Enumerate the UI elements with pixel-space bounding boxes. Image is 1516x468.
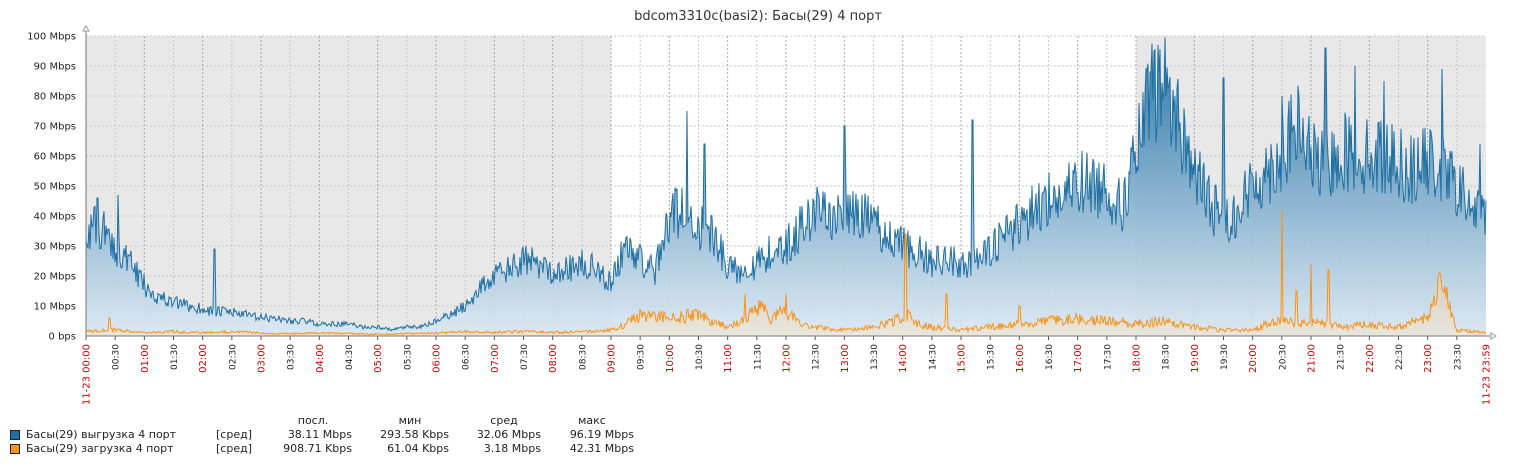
- legend-swatch: [10, 430, 20, 440]
- x-tick-label: 05:30: [403, 344, 413, 370]
- y-tick-label: 50 Mbps: [34, 182, 76, 193]
- x-tick-label: 13:30: [870, 344, 880, 370]
- x-tick-label: 08:30: [578, 344, 588, 370]
- legend-value: 38.11 Mbps: [287, 428, 352, 441]
- x-tick-label: 11:00: [723, 344, 734, 373]
- x-tick-label: 09:30: [637, 344, 647, 370]
- legend-value: 293.58 Kbps: [380, 428, 449, 441]
- x-tick-label: 22:30: [1395, 344, 1405, 370]
- x-tick-label: 02:30: [228, 344, 238, 370]
- x-tick-label: 10:00: [665, 344, 676, 373]
- x-tick-label: 00:30: [112, 344, 122, 370]
- legend-value: 908.71 Kbps: [283, 442, 352, 455]
- legend-series-name: Басы(29) выгрузка 4 порт: [26, 428, 177, 441]
- x-end-label: 11-23 23:59: [1482, 344, 1493, 405]
- legend-value: 61.04 Kbps: [387, 442, 449, 455]
- x-tick-label: 14:00: [898, 344, 909, 373]
- y-tick-label: 90 Mbps: [34, 62, 76, 73]
- x-tick-label: 09:00: [607, 344, 618, 373]
- legend-header-row: посл. мин сред макс: [10, 414, 710, 428]
- x-tick-label: 16:00: [1015, 344, 1026, 373]
- y-tick-label: 100 Mbps: [27, 32, 76, 43]
- x-tick-label: 23:00: [1423, 344, 1434, 373]
- legend-func: [сред]: [216, 442, 252, 455]
- x-tick-label: 23:30: [1453, 344, 1463, 370]
- series-area-1: [86, 210, 1486, 336]
- y-tick-label: 0 bps: [49, 332, 76, 343]
- x-tick-label: 12:30: [812, 344, 822, 370]
- y-tick-label: 20 Mbps: [34, 272, 76, 283]
- x-tick-label: 05:00: [373, 344, 384, 373]
- legend-value: 96.19 Mbps: [569, 428, 634, 441]
- legend-header-1: мин: [398, 414, 422, 427]
- x-tick-label: 07:30: [520, 344, 530, 370]
- legend-header-2: сред: [490, 414, 518, 427]
- legend-header-0: посл.: [297, 414, 329, 427]
- legend-series-name: Басы(29) загрузка 4 порт: [26, 442, 174, 455]
- x-tick-label: 17:30: [1103, 344, 1113, 370]
- x-tick-label: 21:30: [1337, 344, 1347, 370]
- x-tick-label: 18:00: [1132, 344, 1143, 373]
- x-tick-label: 19:00: [1190, 344, 1201, 373]
- legend-header-3: макс: [578, 414, 606, 427]
- legend-value: 32.06 Mbps: [476, 428, 541, 441]
- series-line-1: [86, 209, 1487, 336]
- legend-swatch: [10, 444, 20, 454]
- y-tick-label: 60 Mbps: [34, 152, 76, 163]
- x-tick-label: 15:00: [957, 344, 968, 373]
- x-tick-label: 06:30: [462, 344, 472, 370]
- x-tick-label: 11:30: [753, 344, 763, 370]
- series-line-0: [85, 37, 1487, 332]
- x-tick-label: 10:30: [695, 344, 705, 370]
- y-tick-label: 10 Mbps: [34, 302, 76, 313]
- legend-func: [сред]: [216, 428, 252, 441]
- x-tick-label: 15:30: [987, 344, 997, 370]
- legend-value: 42.31 Mbps: [569, 442, 634, 455]
- x-tick-label: 12:00: [782, 344, 793, 373]
- x-axis-arrow-icon: [1490, 332, 1497, 340]
- x-tick-label: 13:00: [840, 344, 851, 373]
- y-tick-label: 30 Mbps: [34, 242, 76, 253]
- y-tick-label: 80 Mbps: [34, 92, 76, 103]
- x-tick-label: 08:00: [548, 344, 559, 373]
- x-tick-label: 19:30: [1220, 344, 1230, 370]
- x-tick-label: 16:30: [1045, 344, 1055, 370]
- x-tick-label: 06:00: [432, 344, 443, 373]
- y-axis-arrow-icon: [82, 25, 90, 32]
- x-tick-label: 04:30: [345, 344, 355, 370]
- x-tick-label: 01:30: [170, 344, 180, 370]
- legend-value: 3.18 Mbps: [483, 442, 541, 455]
- x-tick-label: 07:00: [490, 344, 501, 373]
- legend-row-1: Басы(29) загрузка 4 порт [сред] 908.71 Kbp…: [10, 442, 710, 456]
- chart-title: bdcom3310c(basi2): Басы(29) 4 порт: [634, 9, 882, 24]
- x-tick-label: 17:00: [1073, 344, 1084, 373]
- x-tick-label: 04:00: [315, 344, 326, 373]
- x-tick-label: 03:30: [287, 344, 297, 370]
- x-tick-label: 02:00: [198, 344, 209, 373]
- series-area-0: [86, 37, 1486, 336]
- x-tick-label: 20:00: [1248, 344, 1259, 373]
- legend-row-0: Басы(29) выгрузка 4 порт [сред] 38.11 Mbps…: [10, 428, 710, 442]
- x-tick-label: 03:00: [257, 344, 268, 373]
- x-tick-label: 18:30: [1162, 344, 1172, 370]
- x-tick-label: 21:00: [1307, 344, 1318, 373]
- x-tick-label: 22:00: [1365, 344, 1376, 373]
- x-tick-label: 20:30: [1278, 344, 1288, 370]
- y-tick-label: 40 Mbps: [34, 212, 76, 223]
- x-tick-label: 01:00: [140, 344, 151, 373]
- y-tick-label: 70 Mbps: [34, 122, 76, 133]
- x-start-label: 11-23 00:00: [82, 344, 93, 405]
- x-tick-label: 14:30: [928, 344, 938, 370]
